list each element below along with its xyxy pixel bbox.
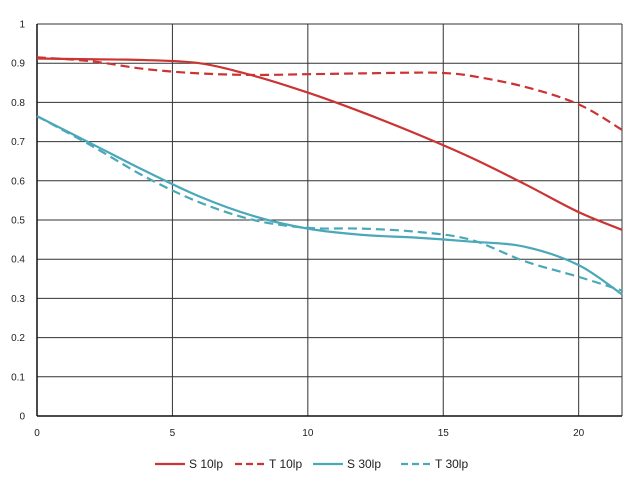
y-tick-label: 0.2 bbox=[11, 333, 25, 344]
legend: S 10lp T 10lp S 30lp T 30lp bbox=[155, 457, 468, 471]
legend-item-s-30lp: S 30lp bbox=[313, 457, 381, 471]
y-tick-label: 0.9 bbox=[11, 59, 25, 70]
legend-label: S 10lp bbox=[189, 457, 223, 471]
x-tick-label: 15 bbox=[438, 428, 450, 439]
series-line-s-10lp bbox=[36, 57, 623, 231]
legend-item-s-10lp: S 10lp bbox=[155, 457, 223, 471]
y-tick-label: 0.8 bbox=[11, 98, 25, 109]
axes bbox=[36, 24, 622, 417]
y-tick-label: 0.7 bbox=[11, 137, 25, 148]
series-lines bbox=[36, 56, 623, 296]
y-tick-label: 0.5 bbox=[11, 216, 25, 227]
grid bbox=[37, 23, 623, 416]
y-tick-label: 0.1 bbox=[11, 372, 25, 383]
y-tick-label: 0 bbox=[19, 412, 25, 423]
y-tick-label: 0.3 bbox=[11, 294, 25, 305]
x-tick-label: 0 bbox=[34, 428, 40, 439]
x-tick-label: 5 bbox=[170, 428, 176, 439]
series-line-t-30lp bbox=[36, 115, 623, 292]
y-tick-label: 0.4 bbox=[11, 255, 25, 266]
x-tick-label: 10 bbox=[302, 428, 314, 439]
legend-item-t-10lp: T 10lp bbox=[235, 457, 302, 471]
legend-item-t-30lp: T 30lp bbox=[401, 457, 468, 471]
legend-label: T 30lp bbox=[435, 457, 468, 471]
series-line-t-10lp bbox=[36, 56, 623, 131]
y-tick-label: 1 bbox=[19, 20, 25, 31]
series-line-s-30lp bbox=[36, 115, 623, 296]
x-tick-label: 20 bbox=[573, 428, 585, 439]
legend-label: S 30lp bbox=[347, 457, 381, 471]
tick-labels: 00.10.20.30.40.50.60.70.80.910 5 10 15 20 bbox=[11, 20, 585, 440]
y-tick-label: 0.6 bbox=[11, 176, 25, 187]
legend-label: T 10lp bbox=[269, 457, 302, 471]
